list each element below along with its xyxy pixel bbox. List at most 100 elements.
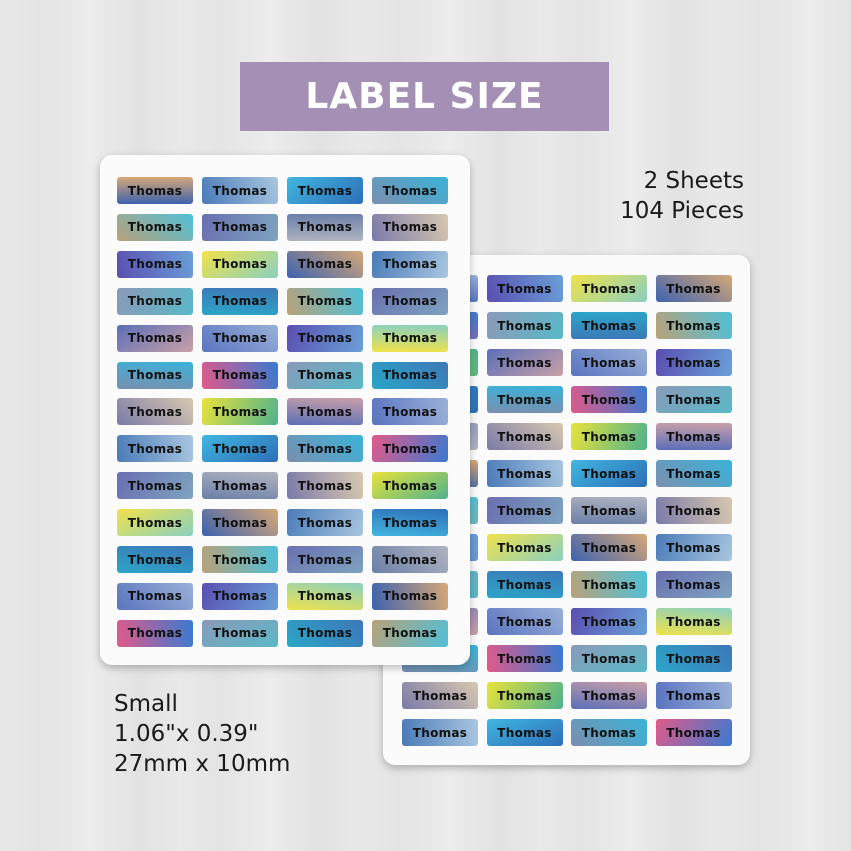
- name-label: Thomas: [372, 435, 448, 463]
- name-label: Thomas: [655, 571, 732, 598]
- name-label: Thomas: [486, 497, 563, 524]
- name-label: Thomas: [486, 349, 563, 376]
- name-label: Thomas: [655, 682, 732, 709]
- name-label: Thomas: [117, 213, 193, 241]
- name-label: Thomas: [571, 608, 647, 635]
- sheets-text: 2 Sheets: [643, 168, 744, 194]
- name-label: Thomas: [486, 275, 563, 302]
- name-label: Thomas: [202, 177, 278, 204]
- name-label: Thomas: [202, 398, 278, 426]
- sheet-count-info: 2 Sheets 104 Pieces: [620, 166, 744, 226]
- name-label: Thomas: [372, 582, 448, 610]
- name-label: Thomas: [117, 177, 193, 204]
- name-label: Thomas: [202, 287, 278, 315]
- name-label: Thomas: [372, 472, 448, 500]
- name-label: Thomas: [287, 435, 363, 463]
- name-label: Thomas: [486, 719, 563, 746]
- name-label: Thomas: [202, 619, 278, 647]
- name-label: Thomas: [655, 275, 732, 302]
- name-label: Thomas: [287, 619, 363, 647]
- name-label: Thomas: [202, 250, 278, 278]
- size-name: Small: [114, 691, 178, 717]
- name-label: Thomas: [287, 361, 363, 389]
- name-label: Thomas: [372, 213, 448, 241]
- name-label: Thomas: [202, 582, 278, 610]
- name-label: Thomas: [655, 423, 732, 450]
- name-label: Thomas: [571, 460, 647, 487]
- name-label: Thomas: [571, 645, 647, 672]
- name-label: Thomas: [372, 177, 448, 204]
- name-label: Thomas: [287, 287, 363, 315]
- name-label: Thomas: [117, 582, 193, 610]
- name-label: Thomas: [287, 509, 363, 537]
- name-label: Thomas: [372, 509, 448, 537]
- name-label: Thomas: [287, 582, 363, 610]
- name-label: Thomas: [117, 287, 193, 315]
- name-label: Thomas: [202, 435, 278, 463]
- banner-title: LABEL SIZE: [305, 76, 544, 117]
- name-label: Thomas: [655, 460, 732, 487]
- name-label: Thomas: [202, 324, 278, 352]
- name-label: Thomas: [486, 312, 563, 339]
- name-label: Thomas: [372, 619, 448, 647]
- name-label: Thomas: [117, 324, 193, 352]
- name-label: Thomas: [486, 608, 563, 635]
- name-label: Thomas: [571, 497, 647, 524]
- name-label: Thomas: [486, 645, 563, 672]
- name-label: Thomas: [372, 546, 448, 573]
- name-label: Thomas: [117, 546, 193, 573]
- name-label: Thomas: [372, 361, 448, 389]
- name-label: Thomas: [202, 213, 278, 241]
- name-label: Thomas: [571, 386, 647, 413]
- pieces-text: 104 Pieces: [620, 198, 744, 224]
- name-label: Thomas: [287, 177, 363, 204]
- name-label: Thomas: [287, 213, 363, 241]
- name-label: Thomas: [655, 719, 732, 746]
- name-label: Thomas: [202, 361, 278, 389]
- name-label: Thomas: [486, 571, 563, 598]
- label-size-banner: LABEL SIZE: [240, 62, 609, 131]
- label-sheet-front: Thomas Thomas Thomas Thomas Thomas Thomas Thom…: [100, 155, 470, 665]
- name-label: Thomas: [372, 250, 448, 278]
- name-label: Thomas: [571, 312, 647, 339]
- name-label: Thomas: [202, 546, 278, 573]
- name-label: Thomas: [486, 386, 563, 413]
- name-label: Thomas: [372, 324, 448, 352]
- name-label: Thomas: [202, 472, 278, 500]
- name-label: Thomas: [571, 719, 647, 746]
- size-inches: 1.06"x 0.39": [114, 721, 259, 747]
- size-info: Small 1.06"x 0.39" 27mm x 10mm: [114, 689, 290, 779]
- name-label: Thomas: [402, 682, 478, 709]
- name-label: Thomas: [117, 398, 193, 426]
- name-label: Thomas: [402, 719, 478, 746]
- name-label: Thomas: [655, 534, 732, 561]
- name-label: Thomas: [287, 546, 363, 573]
- name-label: Thomas: [571, 349, 647, 376]
- name-label: Thomas: [571, 275, 647, 302]
- name-label: Thomas: [287, 472, 363, 500]
- name-label: Thomas: [655, 386, 732, 413]
- name-label: Thomas: [486, 460, 563, 487]
- name-label: Thomas: [117, 472, 193, 500]
- name-label: Thomas: [117, 361, 193, 389]
- name-label: Thomas: [372, 287, 448, 315]
- name-label: Thomas: [117, 250, 193, 278]
- name-label: Thomas: [571, 534, 647, 561]
- name-label: Thomas: [117, 509, 193, 537]
- name-label: Thomas: [117, 619, 193, 647]
- name-label: Thomas: [571, 423, 647, 450]
- name-label: Thomas: [571, 571, 647, 598]
- name-label: Thomas: [655, 645, 732, 672]
- name-label: Thomas: [287, 324, 363, 352]
- size-mm: 27mm x 10mm: [114, 751, 291, 777]
- name-label: Thomas: [655, 608, 732, 635]
- name-label: Thomas: [287, 250, 363, 278]
- name-label: Thomas: [655, 349, 732, 376]
- name-label: Thomas: [202, 509, 278, 537]
- name-label: Thomas: [655, 497, 732, 524]
- name-label: Thomas: [372, 398, 448, 426]
- name-label: Thomas: [287, 398, 363, 426]
- name-label: Thomas: [486, 423, 563, 450]
- name-label: Thomas: [486, 534, 563, 561]
- name-label: Thomas: [486, 682, 563, 709]
